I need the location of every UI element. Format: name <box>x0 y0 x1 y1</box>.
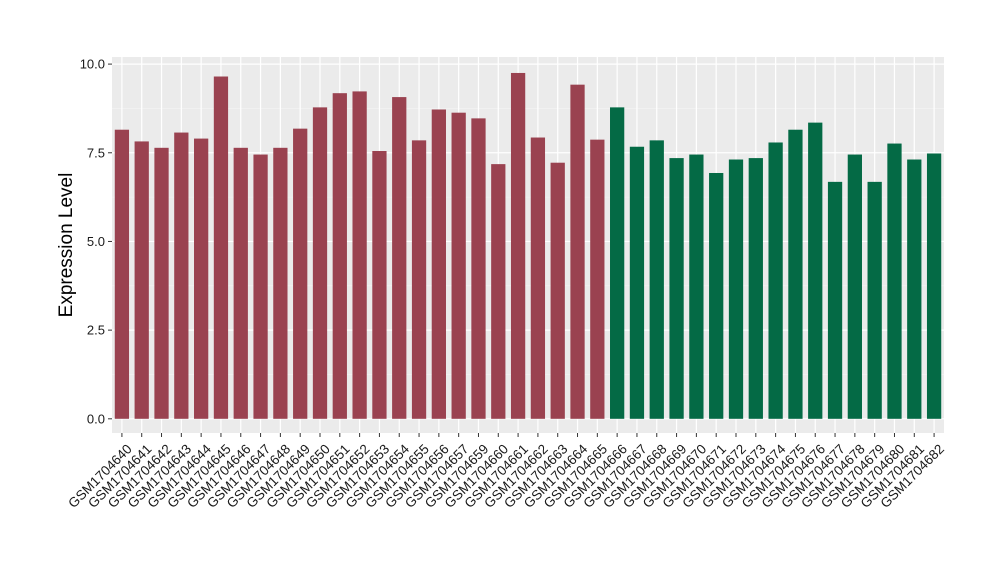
bar-GSM1704672 <box>728 159 744 419</box>
bar-GSM1704649 <box>293 128 308 419</box>
y-axis: 0.0 2.5 5.0 7.5 10.0 <box>80 57 112 426</box>
bar-GSM1704652 <box>352 91 367 419</box>
y-axis-title: Expression Level <box>56 173 77 318</box>
bar-GSM1704665 <box>590 139 605 419</box>
bar-GSM1704680 <box>887 143 902 419</box>
y-tick-label: 7.5 <box>87 145 105 160</box>
y-tick-label: 10.0 <box>80 57 105 72</box>
bar-GSM1704669 <box>669 158 684 419</box>
y-tick-label: 5.0 <box>87 234 105 249</box>
bar-GSM1704675 <box>788 129 803 419</box>
bar-GSM1704662 <box>530 137 546 419</box>
bar-GSM1704646 <box>233 147 248 419</box>
bar-GSM1704654 <box>392 97 407 419</box>
bar-GSM1704647 <box>253 154 268 419</box>
bar-GSM1704648 <box>273 147 288 419</box>
bar-GSM1704668 <box>649 140 664 419</box>
bar-GSM1704677 <box>827 181 843 419</box>
bar-GSM1704682 <box>926 153 942 419</box>
bar-GSM1704645 <box>213 76 229 419</box>
bar-GSM1704674 <box>768 142 783 419</box>
bar-GSM1704651 <box>332 93 347 419</box>
bar-GSM1704666 <box>610 107 625 419</box>
x-axis: GSM1704640GSM1704641GSM1704642GSM1704643… <box>65 433 947 511</box>
y-tick-label: 0.0 <box>87 411 105 426</box>
bar-GSM1704657 <box>451 112 466 419</box>
bar-GSM1704673 <box>748 158 763 419</box>
bar-GSM1704656 <box>431 109 446 419</box>
bar-GSM1704681 <box>907 159 922 419</box>
bar-GSM1704641 <box>134 141 149 419</box>
bars <box>114 72 942 419</box>
bar-GSM1704642 <box>154 147 169 419</box>
bar-GSM1704676 <box>808 122 823 419</box>
y-tick-label: 2.5 <box>87 323 105 338</box>
bar-GSM1704667 <box>629 146 645 419</box>
bar-GSM1704659 <box>471 118 486 419</box>
bar-GSM1704663 <box>550 162 565 419</box>
bar-GSM1704678 <box>847 154 862 419</box>
bar-GSM1704661 <box>510 72 526 419</box>
bar-GSM1704643 <box>174 132 189 419</box>
bar-GSM1704655 <box>411 140 427 419</box>
bar-GSM1704640 <box>114 129 130 419</box>
plot-panel <box>112 57 944 433</box>
bar-GSM1704670 <box>689 154 704 419</box>
bar-GSM1704679 <box>867 181 882 419</box>
bar-GSM1704660 <box>491 164 506 419</box>
bar-GSM1704644 <box>194 138 209 419</box>
bar-GSM1704664 <box>570 84 585 419</box>
bar-GSM1704653 <box>372 151 387 419</box>
bar-GSM1704671 <box>709 172 724 419</box>
bar-GSM1704650 <box>312 107 328 419</box>
